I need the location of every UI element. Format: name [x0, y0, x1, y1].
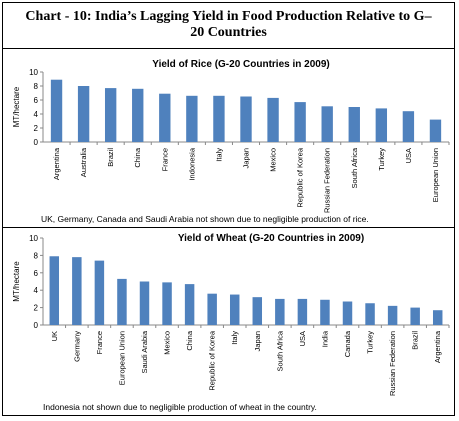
- x-category-label: Argentina: [433, 330, 442, 363]
- x-category-label: Indonesia: [187, 147, 196, 180]
- bar-germany: [72, 257, 82, 325]
- y-axis-label: MT/hectare: [12, 86, 21, 127]
- x-category-label: Republic of Korea: [208, 330, 217, 390]
- chart-subtitle: Yield of Wheat (G-20 Countries in 2009): [178, 233, 364, 244]
- bar-japan: [252, 297, 263, 325]
- x-category-label: Brazil: [411, 331, 420, 350]
- bar-brazil: [104, 88, 117, 142]
- x-category-label: China: [185, 330, 194, 350]
- chart-note: Indonesia not shown due to negligible pr…: [43, 402, 317, 412]
- x-category-label: Turkey: [366, 331, 375, 354]
- x-category-label: Japan: [242, 148, 251, 168]
- y-tick-label: 8: [34, 82, 39, 91]
- x-category-label: Canada: [343, 330, 352, 357]
- y-tick-label: 10: [29, 234, 38, 243]
- bar-russian-federation: [387, 305, 398, 325]
- bar-republic-of-korea: [294, 102, 306, 142]
- bar-indonesia: [186, 95, 198, 142]
- bar-argentina: [432, 310, 443, 325]
- x-category-label: USA: [298, 331, 307, 346]
- bar-italy: [229, 294, 240, 325]
- y-tick-label: 4: [34, 286, 39, 295]
- x-category-label: Italy: [214, 148, 223, 162]
- chart-header: Chart - 10: India’s Lagging Yield in Foo…: [3, 3, 454, 49]
- y-tick-label: 6: [34, 96, 39, 105]
- bar-china: [184, 284, 195, 325]
- wheat-chart-panel: Yield of Wheat (G-20 Countries in 2009) M…: [3, 229, 454, 415]
- x-category-label: Russian Federation: [323, 148, 332, 213]
- bar-india: [320, 299, 330, 325]
- rice-chart: Yield of Rice (G-20 Countries in 2009) MT…: [12, 59, 450, 224]
- bar-usa: [297, 298, 308, 325]
- x-category-label: France: [160, 148, 169, 171]
- x-category-label: South Africa: [275, 330, 284, 371]
- x-category-label: Turkey: [377, 148, 386, 171]
- bar-france: [94, 260, 105, 325]
- x-category-label: Mexico: [163, 331, 172, 355]
- chart-frame: Chart - 10: India’s Lagging Yield in Foo…: [2, 2, 455, 416]
- bar-japan: [240, 96, 252, 142]
- bar-italy: [213, 95, 225, 142]
- bar-france: [159, 93, 171, 142]
- x-category-label: European Union: [431, 148, 440, 202]
- wheat-chart: Yield of Wheat (G-20 Countries in 2009) M…: [12, 233, 450, 412]
- bar-uk: [49, 256, 60, 325]
- x-category-label: Italy: [230, 331, 239, 345]
- x-category-label: South Africa: [350, 147, 359, 188]
- bar-european-union: [117, 278, 127, 325]
- page-title: Chart - 10: India’s Lagging Yield in Foo…: [25, 9, 432, 40]
- x-category-label: Australia: [79, 147, 88, 177]
- bar-brazil: [410, 307, 420, 325]
- x-category-label: Republic of Korea: [296, 147, 305, 207]
- bar-china: [132, 88, 144, 142]
- bar-south-africa: [348, 107, 360, 142]
- bar-european-union: [429, 119, 442, 142]
- bar-australia: [77, 86, 90, 142]
- bar-canada: [342, 301, 353, 325]
- y-tick-label: 10: [29, 68, 38, 77]
- y-tick-label: 2: [34, 124, 39, 133]
- bar-mexico: [162, 282, 172, 325]
- x-category-label: Japan: [253, 331, 262, 351]
- rice-chart-panel: Yield of Rice (G-20 Countries in 2009) MT…: [3, 50, 454, 228]
- x-category-label: India: [320, 330, 329, 347]
- chart-subtitle: Yield of Rice (G-20 Countries in 2009): [152, 59, 329, 70]
- bar-south-africa: [275, 298, 285, 325]
- bar-turkey: [365, 303, 375, 325]
- y-tick-label: 4: [34, 110, 39, 119]
- bar-turkey: [375, 108, 388, 142]
- y-tick-label: 0: [34, 138, 39, 147]
- bar-russian-federation: [321, 106, 333, 142]
- x-category-label: Brazil: [106, 148, 115, 167]
- x-category-label: China: [133, 147, 142, 167]
- x-category-label: European Union: [117, 331, 126, 385]
- y-tick-label: 2: [34, 304, 39, 313]
- y-tick-label: 6: [34, 269, 39, 278]
- x-category-label: Saudi Arabia: [140, 330, 149, 373]
- x-category-label: France: [95, 331, 104, 354]
- y-tick-label: 8: [34, 251, 39, 260]
- x-category-label: Argentina: [52, 147, 61, 180]
- bar-argentina: [50, 79, 63, 142]
- x-category-label: USA: [404, 148, 413, 163]
- bar-usa: [402, 111, 415, 142]
- chart-note: UK, Germany, Canada and Saudi Arabia not…: [41, 214, 369, 224]
- y-tick-label: 0: [34, 321, 39, 330]
- bar-republic-of-korea: [207, 293, 217, 325]
- x-category-label: Germany: [72, 331, 81, 362]
- x-category-label: UK: [50, 331, 59, 341]
- x-category-label: Mexico: [269, 148, 278, 172]
- bar-saudi-arabia: [139, 281, 150, 325]
- y-axis-label: MT/hectare: [12, 261, 21, 302]
- bar-mexico: [267, 97, 279, 142]
- x-category-label: Russian Federation: [388, 331, 397, 396]
